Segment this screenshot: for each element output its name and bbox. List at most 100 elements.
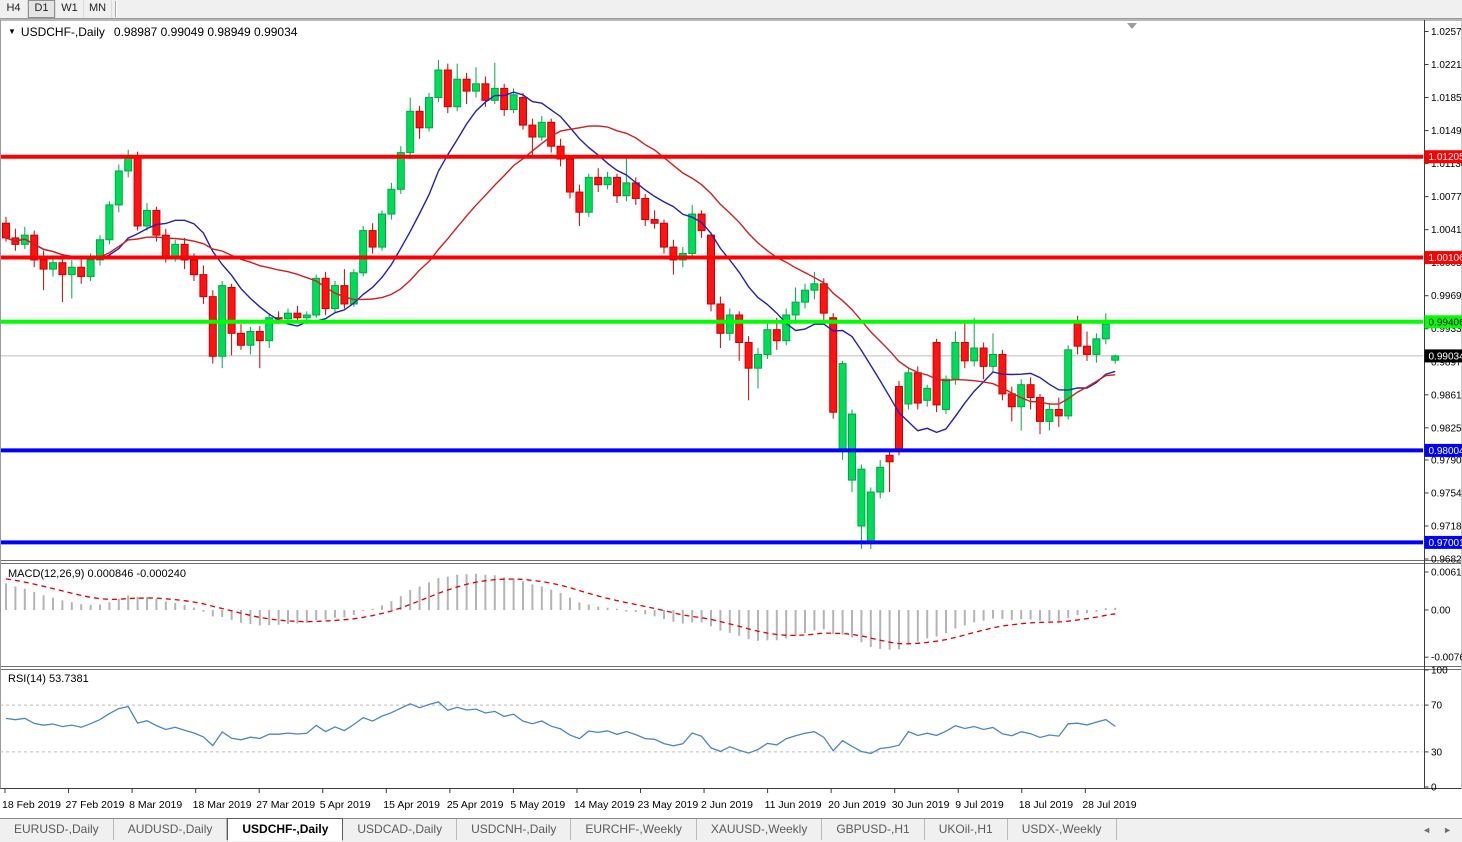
candle — [30, 234, 39, 261]
price-badge — [1424, 150, 1462, 164]
symbol-dropdown-icon[interactable]: ▼ — [8, 27, 16, 36]
candle — [584, 176, 593, 213]
candle — [575, 191, 584, 213]
candle — [528, 124, 537, 138]
candle — [725, 314, 734, 334]
candle — [1073, 321, 1082, 347]
candle — [453, 78, 462, 108]
candle — [321, 277, 330, 310]
candle — [1092, 338, 1101, 355]
candle — [86, 259, 95, 277]
tab-scroll-left-icon[interactable]: ◄ — [1422, 825, 1432, 835]
candle — [622, 182, 631, 197]
candle — [1017, 384, 1026, 408]
axis-tick-label: 0 — [1431, 783, 1437, 794]
candle — [133, 156, 142, 227]
candle — [105, 204, 114, 241]
candle — [143, 209, 151, 227]
tab-usdcnh-daily[interactable]: USDCNH-,Daily — [457, 819, 572, 840]
candle — [190, 259, 198, 276]
candle — [462, 78, 471, 92]
date-tick-label: 20 Jun 2019 — [828, 799, 886, 811]
candle — [77, 266, 86, 277]
axis-tick-label: 1.00770 — [1431, 192, 1462, 203]
candle — [979, 347, 988, 367]
candle — [819, 283, 828, 314]
timeframe-button-h4[interactable]: H4 — [0, 0, 28, 18]
timeframe-button-w1[interactable]: W1 — [56, 0, 84, 18]
tab-usdcad-daily[interactable]: USDCAD-,Daily — [343, 819, 458, 840]
candle — [876, 466, 885, 493]
candle — [754, 353, 762, 369]
candle — [481, 83, 490, 101]
price-badge-label: 0.97001 — [1429, 538, 1462, 549]
price-badge-label: 1.01205 — [1429, 152, 1462, 163]
axis-tick-label: 70 — [1431, 701, 1443, 712]
main-price-pane[interactable] — [0, 59, 1423, 549]
price-badge — [1424, 535, 1462, 549]
tab-scroll-right-icon[interactable]: ► — [1443, 825, 1452, 835]
candle — [866, 491, 875, 543]
tab-gbpusd-h1[interactable]: GBPUSD-,H1 — [822, 819, 925, 840]
tab-usdchf-daily[interactable]: USDCHF-,Daily — [227, 818, 344, 841]
candle — [772, 329, 781, 342]
candle — [368, 230, 377, 248]
price-badge-label: 0.99406 — [1429, 317, 1462, 328]
candle — [39, 259, 48, 270]
chart-ohlc-values: 0.98987 0.99049 0.98949 0.99034 — [113, 25, 298, 39]
price-badge-label: 0.98004 — [1429, 446, 1462, 457]
chart-shift-marker-icon[interactable] — [1127, 23, 1137, 29]
date-tick-label: 23 May 2019 — [638, 799, 699, 811]
candle — [2, 222, 10, 239]
tab-audusd-daily[interactable]: AUDUSD-,Daily — [114, 819, 228, 840]
candle — [942, 378, 950, 410]
price-badge — [1424, 349, 1462, 363]
axis-tick-label: 30 — [1431, 747, 1443, 758]
candle — [349, 272, 358, 305]
chart-title: ▼ USDCHF-,Daily 0.98987 0.99049 0.98949 0.… — [8, 25, 297, 39]
tab-scroll-arrows: ◄ ► — [1412, 819, 1462, 841]
candle — [895, 386, 903, 452]
candle — [904, 372, 913, 405]
macd-pane[interactable] — [5, 573, 1117, 650]
candle — [669, 246, 678, 261]
timeframe-button-d1[interactable]: D1 — [28, 0, 56, 18]
date-tick-label: 27 Feb 2019 — [66, 799, 125, 811]
candle — [613, 176, 621, 197]
axis-tick-label: 1.02210 — [1431, 60, 1462, 71]
tab-xauusd-weekly[interactable]: XAUUSD-,Weekly — [697, 819, 823, 840]
timeframe-button-mn[interactable]: MN — [84, 0, 112, 18]
toolbar-separator — [115, 1, 117, 17]
candle — [744, 342, 753, 369]
price-axis[interactable]: 1.02570 1.02210 1.01850 1.01490 1.01130 1.007… — [1424, 27, 1462, 794]
candle — [566, 158, 574, 193]
tab-ukoil-h1[interactable]: UKOil-,H1 — [925, 819, 1008, 840]
date-tick-label: 5 Apr 2019 — [320, 799, 371, 811]
candle — [58, 262, 67, 276]
axis-tick-label: 1.01850 — [1431, 93, 1462, 104]
axis-tick-label: 1.01490 — [1431, 126, 1462, 137]
candle — [660, 222, 668, 248]
candle — [791, 301, 800, 316]
rsi-pane[interactable] — [0, 701, 1423, 755]
chart-canvas[interactable]: 1.02570 1.02210 1.01850 1.01490 1.01130 1.007… — [0, 18, 1462, 819]
tab-eurchf-weekly[interactable]: EURCHF-,Weekly — [571, 819, 697, 840]
tab-eurusd-daily[interactable]: EURUSD-,Daily — [0, 819, 114, 840]
axis-tick-label: 100 — [1431, 666, 1448, 677]
candle — [848, 413, 856, 481]
candle — [378, 213, 386, 248]
tab-usdx-weekly[interactable]: USDX-,Weekly — [1008, 819, 1117, 840]
candle — [237, 332, 245, 346]
date-tick-label: 9 Jul 2019 — [955, 799, 1004, 811]
date-axis[interactable]: 18 Feb 2019 27 Feb 2019 8 Mar 2019 18 Mar 2… — [2, 789, 1137, 811]
chart-tab-bar: EURUSD-,Daily AUDUSD-,Daily USDCHF-,Daily U… — [0, 818, 1462, 842]
chart-symbol-label: USDCHF-,Daily — [20, 25, 105, 39]
candle — [688, 213, 697, 255]
date-tick-label: 28 Jul 2019 — [1082, 799, 1136, 811]
candle — [199, 274, 208, 298]
